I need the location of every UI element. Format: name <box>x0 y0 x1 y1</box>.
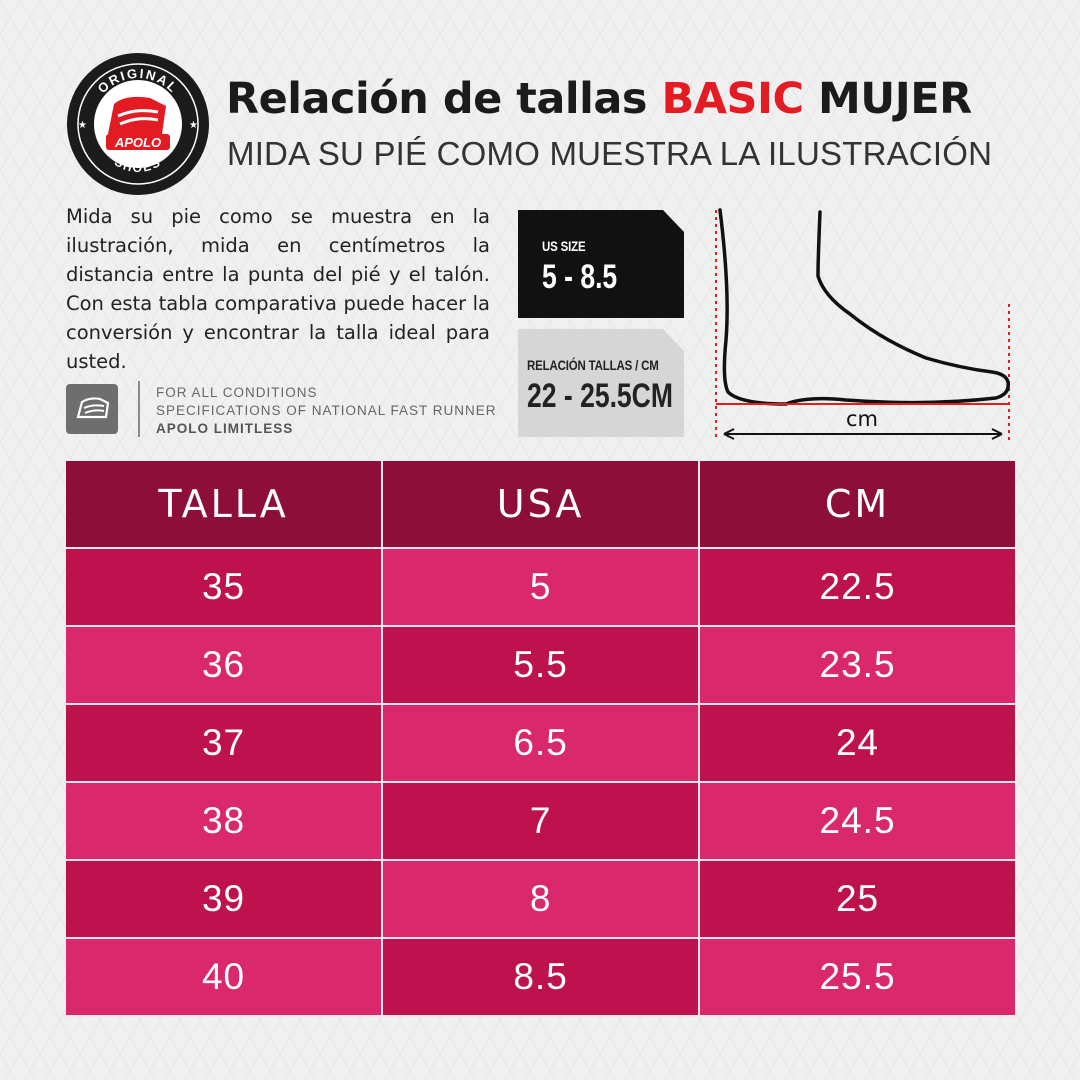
us-size-value: 5 - 8.5 <box>542 258 618 296</box>
us-size-box: US SIZE 5 - 8.5 <box>518 210 684 318</box>
svg-text:SHOES: SHOES <box>112 155 164 175</box>
cell-talla: 40 <box>66 938 384 1017</box>
cm-size-box: RELACIÓN TALLAS / CM 22 - 25.5CM <box>518 329 684 437</box>
apolo-logo: ORIGINAL SHOES ★ ★ APOLO <box>66 52 210 196</box>
svg-text:APOLO: APOLO <box>114 135 161 150</box>
brand-icon <box>66 384 118 434</box>
cell-talla: 35 <box>66 548 384 627</box>
table-row: 39 8 25 <box>66 860 1015 939</box>
divider <box>138 381 140 437</box>
cell-cm: 25 <box>699 860 1015 939</box>
table-row: 36 5.5 23.5 <box>66 626 1015 705</box>
svg-text:★: ★ <box>78 120 87 131</box>
cm-size-label: RELACIÓN TALLAS / CM <box>527 357 659 373</box>
cell-usa: 5 <box>382 548 701 627</box>
title-accent: BASIC <box>661 74 804 124</box>
cell-cm: 23.5 <box>699 626 1015 705</box>
measure-label: cm <box>846 407 878 431</box>
table-header-row: TALLA USA CM <box>66 461 1015 549</box>
cm-size-value: 22 - 25.5CM <box>527 377 673 415</box>
column-header-cm: CM <box>699 461 1015 549</box>
cell-cm: 24.5 <box>699 782 1015 861</box>
cell-usa: 8 <box>382 860 701 939</box>
table-row: 37 6.5 24 <box>66 704 1015 783</box>
table-row: 40 8.5 25.5 <box>66 938 1015 1017</box>
us-size-label: US SIZE <box>542 238 586 254</box>
cell-cm: 24 <box>699 704 1015 783</box>
cell-usa: 8.5 <box>382 938 701 1017</box>
cell-cm: 25.5 <box>699 938 1015 1017</box>
size-table: TALLA USA CM 35 5 22.5 36 5.5 23.5 37 6.… <box>66 461 1015 1017</box>
column-header-talla: TALLA <box>66 461 384 549</box>
tagline: FOR ALL CONDITIONS SPECIFICATIONS OF NAT… <box>156 385 497 436</box>
foot-illustration: cm <box>706 200 1026 450</box>
cell-talla: 38 <box>66 782 384 861</box>
table-row: 38 7 24.5 <box>66 782 1015 861</box>
cell-usa: 6.5 <box>382 704 701 783</box>
cell-talla: 37 <box>66 704 384 783</box>
column-header-usa: USA <box>382 461 701 549</box>
cell-cm: 22.5 <box>699 548 1015 627</box>
cell-talla: 39 <box>66 860 384 939</box>
cell-usa: 7 <box>382 782 701 861</box>
cell-talla: 36 <box>66 626 384 705</box>
page-subtitle: MIDA SU PIÉ COMO MUESTRA LA ILUSTRACIÓN <box>227 135 993 172</box>
page-title: Relación de tallas BASIC MUJER <box>226 74 972 124</box>
cell-usa: 5.5 <box>382 626 701 705</box>
table-row: 35 5 22.5 <box>66 548 1015 627</box>
description-text: Mida su pie como se muestra en la ilustr… <box>66 205 490 373</box>
svg-text:★: ★ <box>189 120 198 131</box>
